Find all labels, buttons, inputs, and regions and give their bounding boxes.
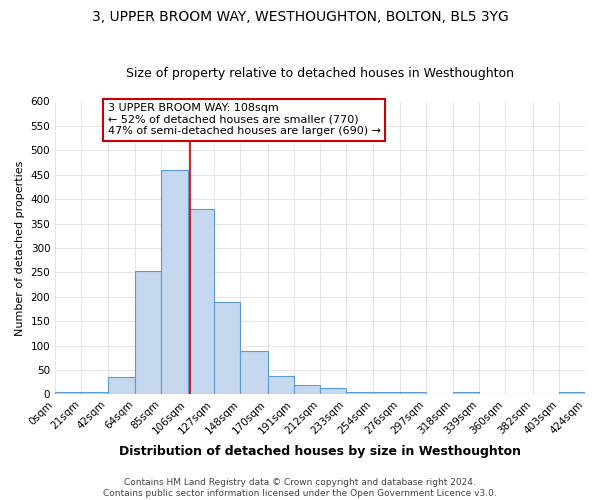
Bar [268, 376, 294, 394]
Bar [559, 392, 585, 394]
X-axis label: Distribution of detached houses by size in Westhoughton: Distribution of detached houses by size … [119, 444, 521, 458]
Bar [373, 392, 400, 394]
Bar [188, 209, 214, 394]
Bar [161, 170, 188, 394]
Bar [320, 388, 346, 394]
Bar [82, 392, 107, 394]
Text: Contains HM Land Registry data © Crown copyright and database right 2024.
Contai: Contains HM Land Registry data © Crown c… [103, 478, 497, 498]
Bar [346, 392, 373, 394]
Bar [135, 272, 161, 394]
Bar [214, 302, 240, 394]
Bar [240, 350, 268, 395]
Bar [107, 378, 135, 394]
Bar [294, 384, 320, 394]
Bar [452, 392, 479, 394]
Bar [55, 392, 82, 394]
Text: 3, UPPER BROOM WAY, WESTHOUGHTON, BOLTON, BL5 3YG: 3, UPPER BROOM WAY, WESTHOUGHTON, BOLTON… [92, 10, 508, 24]
Text: 3 UPPER BROOM WAY: 108sqm
← 52% of detached houses are smaller (770)
47% of semi: 3 UPPER BROOM WAY: 108sqm ← 52% of detac… [107, 103, 380, 136]
Y-axis label: Number of detached properties: Number of detached properties [15, 160, 25, 336]
Title: Size of property relative to detached houses in Westhoughton: Size of property relative to detached ho… [126, 66, 514, 80]
Bar [400, 392, 426, 394]
